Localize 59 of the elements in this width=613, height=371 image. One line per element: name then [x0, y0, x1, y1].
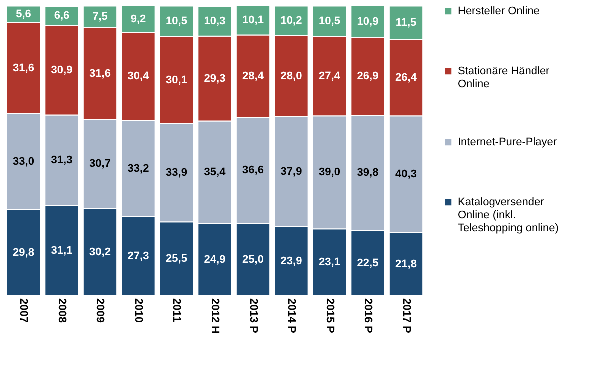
data-label: 30,1	[166, 74, 188, 86]
data-label: 23,9	[280, 255, 302, 268]
legend-label: Katalogversender Online (inkl. Teleshopping online)	[458, 196, 559, 234]
x-tick-label: 2017 P	[400, 298, 412, 334]
data-label: 21,8	[396, 258, 417, 270]
data-label: 33,2	[128, 162, 150, 175]
x-tick-label: 2007	[18, 298, 30, 323]
data-label: 7,5	[92, 11, 108, 24]
x-tick-label: 2013 P	[247, 298, 260, 334]
data-label: 10,3	[204, 16, 226, 28]
data-label: 40,3	[396, 168, 417, 180]
x-tick-label: 2010	[132, 298, 144, 323]
data-label: 31,6	[90, 68, 111, 80]
data-label: 25,5	[166, 253, 188, 266]
data-label: 22,5	[357, 257, 379, 270]
data-label: 27,4	[319, 70, 342, 82]
data-label: 10,1	[242, 14, 264, 27]
data-label: 33,0	[13, 156, 34, 168]
data-label: 31,6	[13, 62, 34, 74]
data-label: 5,6	[16, 8, 32, 20]
data-label: 31,1	[51, 244, 73, 257]
data-label: 10,5	[166, 16, 188, 28]
x-tick-label: 2009	[94, 298, 106, 323]
x-tick-label: 2008	[56, 298, 68, 323]
data-label: 39,8	[357, 167, 379, 180]
data-label: 31,3	[51, 154, 73, 167]
data-label: 33,9	[166, 167, 188, 180]
data-label: 10,2	[280, 15, 302, 28]
data-label: 30,2	[90, 246, 111, 258]
data-label: 9,2	[130, 13, 146, 26]
x-tick-label: 2012 H	[209, 298, 221, 334]
legend-label: Internet-Pure-Player	[458, 136, 558, 148]
data-label: 37,9	[280, 166, 302, 178]
data-label: 6,6	[54, 10, 70, 22]
data-label: 29,8	[13, 246, 34, 259]
data-label: 26,4	[396, 72, 418, 84]
data-label: 28,4	[242, 70, 265, 82]
x-tick-label: 2016 P	[362, 298, 374, 334]
x-tick-label: 2014 P	[286, 298, 298, 334]
data-label: 24,9	[204, 254, 226, 266]
data-label: 28,0	[280, 70, 302, 82]
x-tick-label: 2015 P	[324, 298, 336, 334]
data-label: 26,9	[357, 70, 379, 83]
legend-label: Stationäre Händler Online	[458, 66, 550, 90]
data-label: 30,9	[51, 64, 73, 76]
legend-label: Hersteller Online	[458, 6, 540, 18]
data-label: 39,0	[319, 166, 340, 179]
data-label: 23,1	[319, 256, 340, 269]
data-label: 11,5	[396, 16, 417, 29]
data-label: 35,4	[204, 166, 227, 179]
data-label: 30,7	[90, 158, 111, 170]
data-label: 36,6	[242, 164, 264, 177]
data-label: 25,0	[242, 254, 264, 266]
data-label: 10,9	[357, 16, 379, 28]
x-tick-label: 2011	[170, 298, 183, 322]
data-label: 10,5	[319, 16, 340, 28]
data-label: 27,3	[128, 250, 150, 262]
data-label: 29,3	[204, 72, 226, 85]
data-label: 30,4	[128, 70, 150, 83]
